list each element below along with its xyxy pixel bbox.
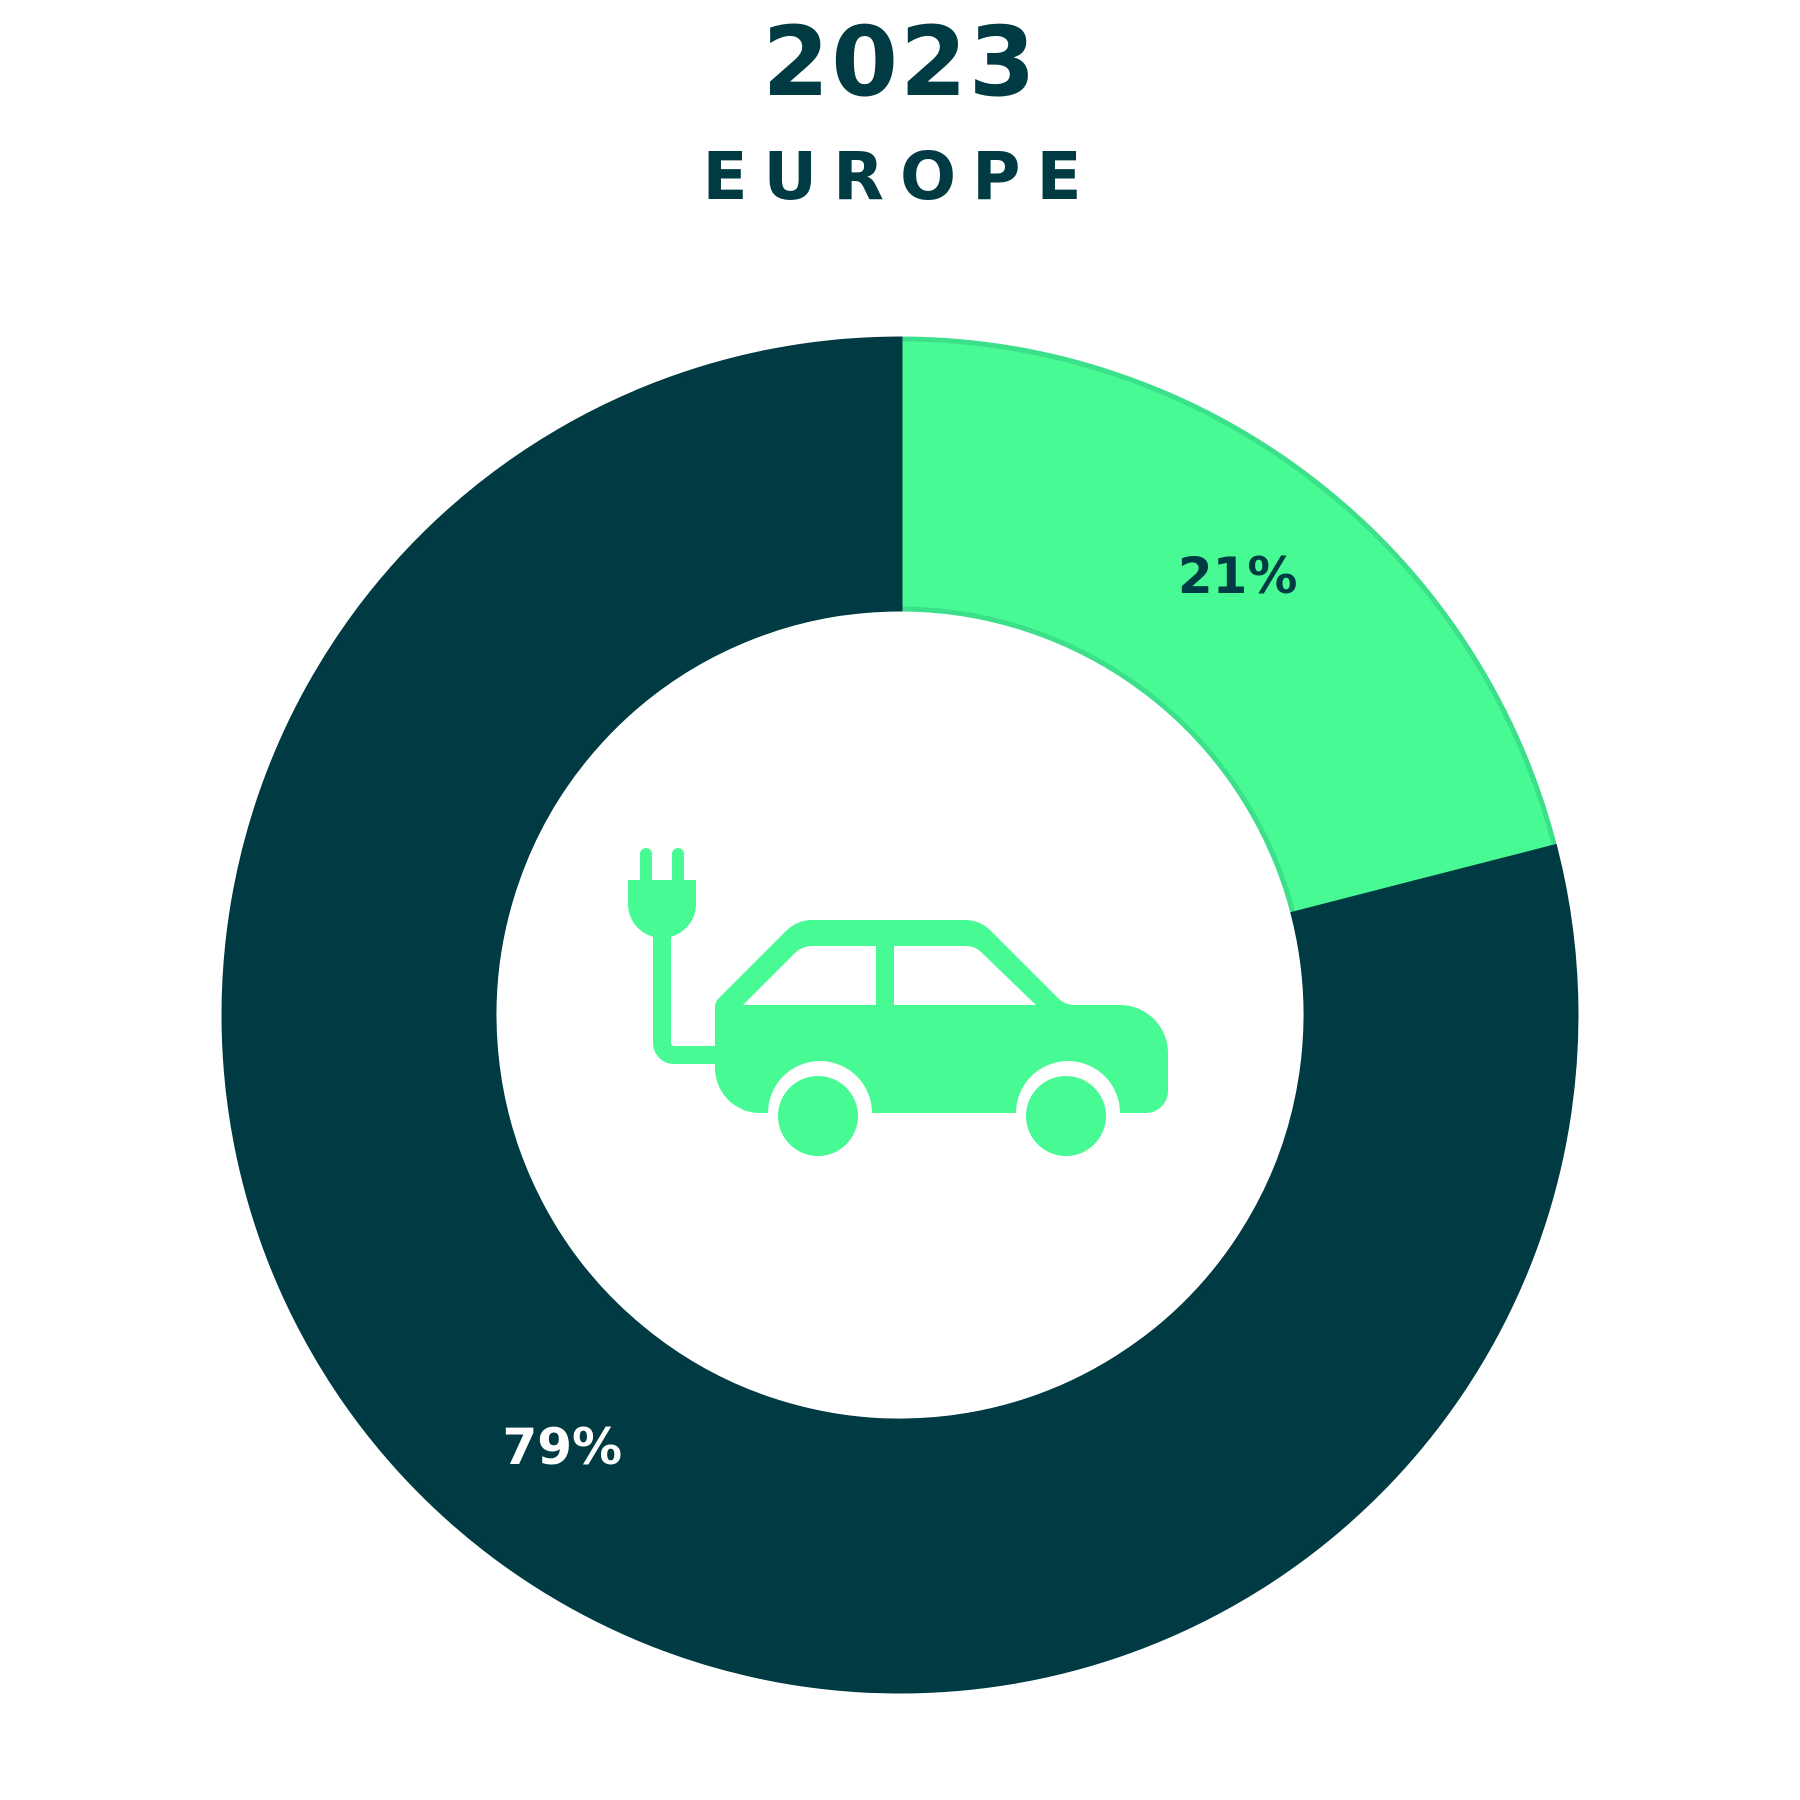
slice-label-1: 21% (1178, 547, 1298, 605)
electric-car-plug-icon (628, 848, 1168, 1156)
donut-slice-1 (897, 336, 1558, 918)
chart-subtitle: EUROPE (702, 138, 1098, 215)
chart-title: 2023 (762, 6, 1038, 118)
slice-label-2: 79% (502, 1418, 622, 1476)
donut-slice-2 (221, 336, 1579, 1694)
